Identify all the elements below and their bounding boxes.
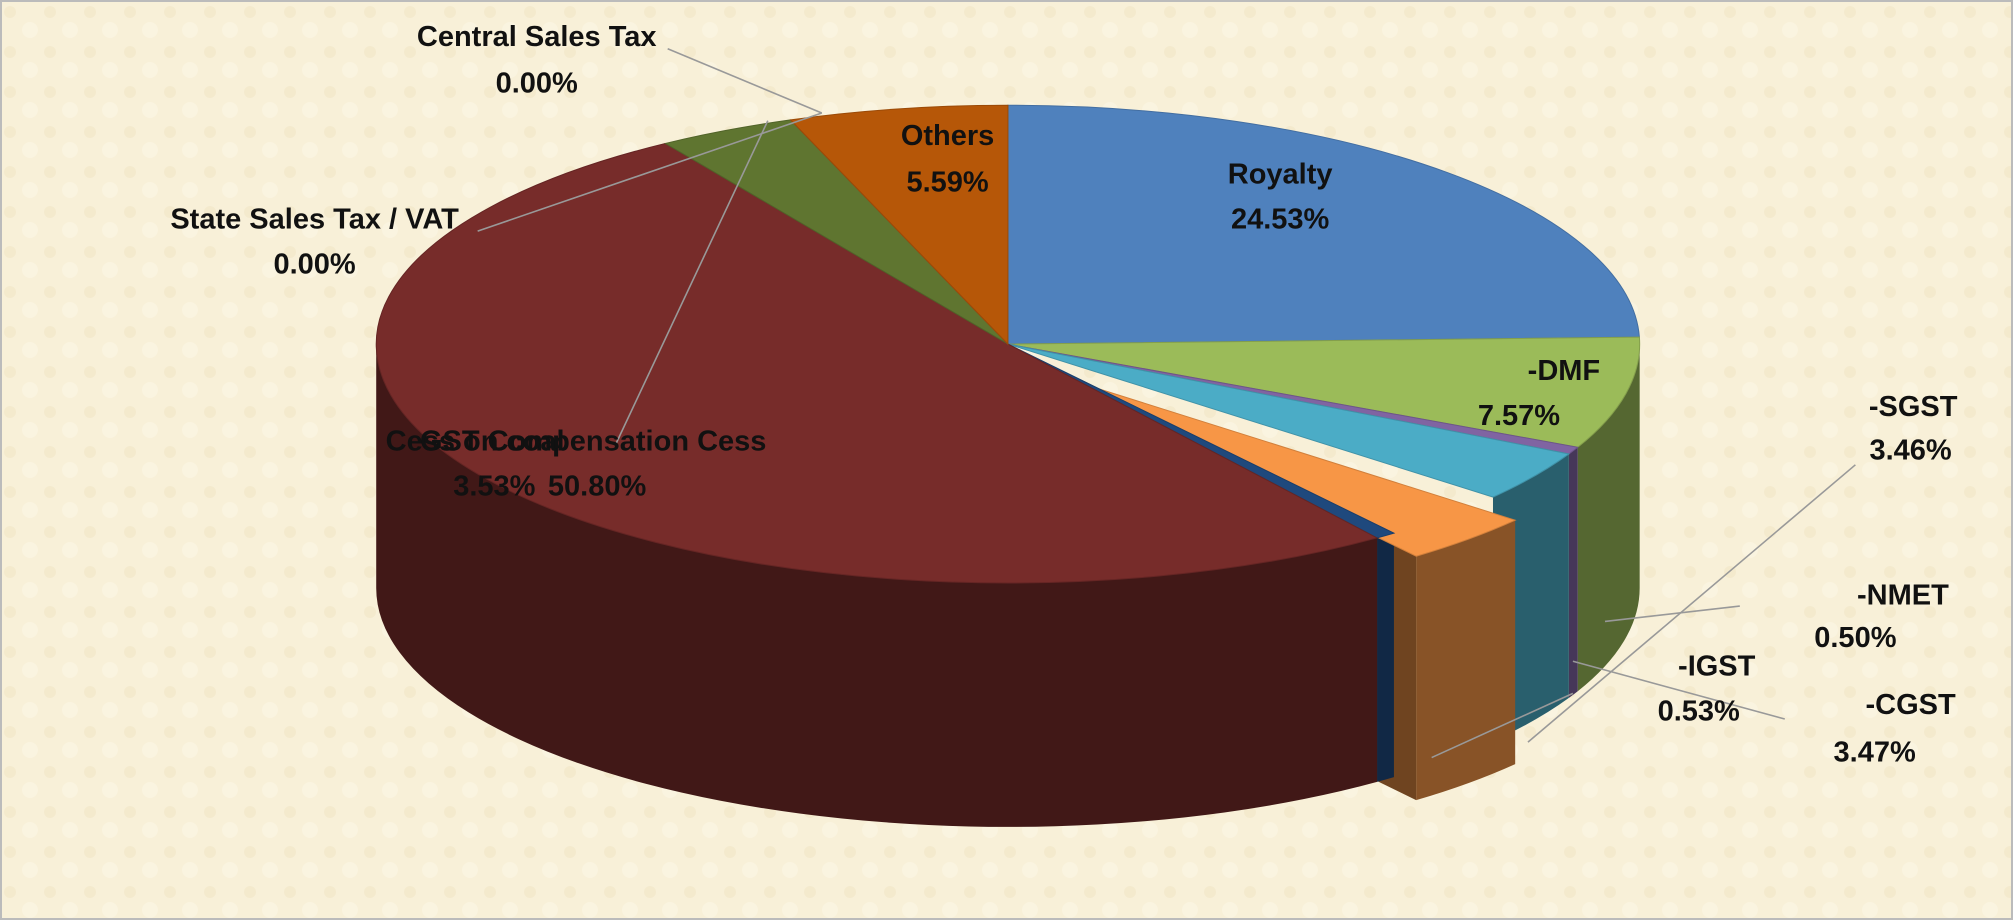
category-label: -DMF: [1528, 355, 1600, 387]
category-label: Royalty: [1228, 159, 1333, 191]
category-label: Central Sales Tax: [417, 21, 657, 53]
slice: [375, 142, 1379, 584]
leader-line: [1431, 692, 1574, 759]
value-label: 3.53%: [453, 471, 535, 503]
category-label: -NMET: [1857, 580, 1949, 612]
pie-tops: [375, 104, 1641, 584]
value-label: 3.46%: [1869, 435, 1951, 467]
value-label: 0.00%: [496, 67, 578, 99]
value-label: 5.59%: [906, 166, 988, 198]
slice-side: [1377, 533, 1394, 782]
leader-lines: [477, 48, 1856, 759]
category-label: Cess on coal: [386, 426, 565, 458]
value-label: 0.00%: [273, 248, 355, 280]
slice-side: [1416, 520, 1516, 801]
leader-line: [667, 48, 823, 114]
value-label: 0.50%: [1814, 622, 1896, 654]
slice-side: [1568, 447, 1578, 698]
leader-line: [1572, 660, 1785, 720]
category-label: -SGST: [1869, 391, 1958, 423]
slice: [1007, 343, 1571, 498]
leader-line: [1527, 464, 1856, 743]
leader-line: [615, 120, 769, 444]
leader-line: [1604, 605, 1740, 623]
category-label: State Sales Tax / VAT: [170, 204, 459, 236]
slice: [1007, 104, 1640, 345]
category-label: Others: [901, 120, 994, 152]
category-label: -IGST: [1678, 650, 1756, 682]
category-label: -CGST: [1865, 689, 1956, 721]
leader-line: [477, 112, 823, 232]
slice: [789, 104, 1009, 346]
value-label: 7.57%: [1478, 400, 1560, 432]
slice: [1007, 336, 1641, 448]
value-label: 3.47%: [1834, 736, 1916, 768]
value-label: 50.80%: [548, 471, 647, 503]
value-label: 24.53%: [1231, 204, 1330, 236]
value-label: 0.53%: [1658, 695, 1740, 727]
slice-side: [1577, 344, 1640, 692]
category-label: GST Compensation Cess: [420, 426, 766, 458]
labels: Royalty 24.53% -DMF 7.57% -NMET 0.50% -SGST 3.4…: [170, 21, 1957, 768]
slice-side: [376, 344, 1378, 827]
